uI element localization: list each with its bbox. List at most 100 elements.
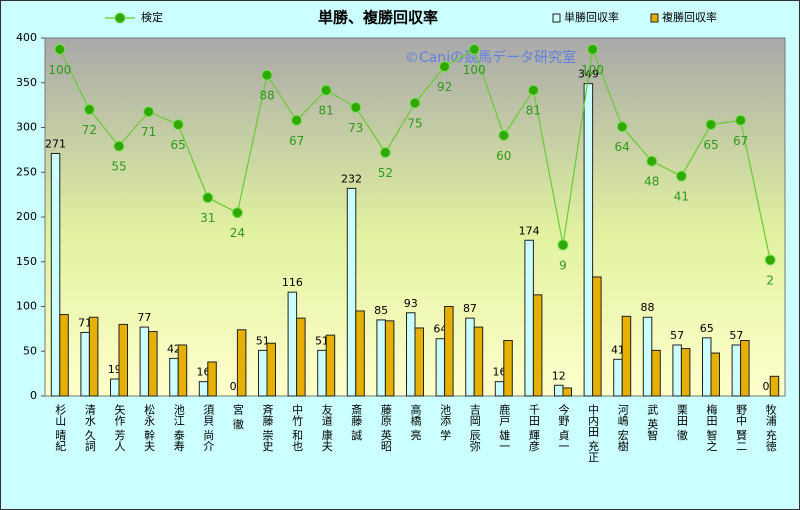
line-point (439, 61, 451, 73)
y-tick-label: 100 (16, 300, 37, 313)
bar (731, 344, 742, 397)
data-label: 93 (404, 297, 418, 310)
bar (414, 327, 424, 397)
x-tick-label: 藤原 英昭 (379, 404, 392, 452)
data-label: 65 (700, 322, 714, 335)
line-point (616, 121, 628, 133)
line-point (320, 84, 332, 96)
bar (384, 320, 395, 397)
line-point (498, 129, 510, 141)
line-label: 92 (437, 80, 452, 94)
line-point (202, 192, 214, 204)
x-tick-label: 斉藤 崇史 (261, 403, 274, 452)
data-label: 12 (552, 369, 566, 382)
data-label: 41 (611, 343, 625, 356)
bar (435, 338, 446, 397)
data-label: 16 (493, 366, 507, 379)
legend-swatch (552, 13, 561, 23)
x-tick-label: 鹿戸 雄一 (498, 403, 511, 452)
line-point (409, 97, 421, 109)
data-label: 77 (137, 311, 151, 324)
x-tick-label: 吉岡 辰弥 (468, 404, 481, 452)
data-label: 116 (282, 276, 303, 289)
bar (562, 387, 572, 397)
y-tick-label: 250 (16, 165, 37, 178)
x-tick-label: 松永 幹夫 (143, 403, 156, 452)
line-label: 64 (615, 140, 630, 154)
x-tick-label: 須貝 尚介 (202, 404, 215, 452)
line-point (527, 84, 539, 96)
data-label: 0 (762, 380, 769, 393)
y-tick-label: 350 (16, 76, 37, 89)
line-label: 55 (111, 160, 126, 174)
x-tick-label: 今野 貞一 (557, 403, 570, 452)
bar (494, 381, 505, 397)
bar (651, 349, 661, 397)
x-tick-label: 宮 徹 (231, 403, 244, 430)
line-point (735, 114, 747, 126)
line-point (113, 140, 125, 152)
line-point (379, 147, 391, 159)
bar (524, 239, 534, 397)
bar (592, 276, 602, 397)
data-label: 85 (374, 304, 388, 317)
x-tick-label: 河嶋 宏樹 (616, 404, 629, 452)
line-point (557, 239, 569, 251)
data-label: 51 (315, 334, 329, 347)
line-point (291, 114, 303, 126)
bar (642, 316, 653, 397)
bar (346, 187, 357, 397)
bar (207, 361, 217, 397)
x-tick-label: 千田 輝彦 (527, 404, 540, 452)
y-tick-label: 300 (16, 121, 37, 134)
x-tick-label: 梅田 智之 (705, 403, 718, 452)
bar (139, 326, 150, 397)
data-label: 57 (670, 329, 684, 342)
legend-swatch (650, 13, 659, 23)
line-point (231, 207, 243, 219)
x-tick-label: 中内田 充正 (587, 404, 600, 463)
legend-label: 検定 (141, 10, 163, 24)
x-tick-label: 矢作 芳人 (113, 403, 126, 452)
bar (325, 334, 336, 397)
line-label: 88 (259, 89, 274, 103)
x-tick-label: 杉山 晴紀 (54, 403, 67, 452)
line-label: 52 (378, 166, 393, 180)
bar (554, 384, 564, 397)
bar (59, 314, 69, 397)
line-label: 81 (319, 104, 334, 118)
bar (680, 348, 691, 397)
bar (110, 378, 120, 397)
y-tick-label: 0 (30, 389, 37, 402)
x-tick-label: 栗田 徹 (675, 404, 688, 441)
bar (532, 294, 543, 397)
x-tick-label: 野中 賢二 (735, 404, 748, 452)
legend-label: 複勝回収率 (662, 10, 717, 24)
bar (50, 152, 61, 397)
bar (266, 342, 276, 397)
line-point (646, 155, 658, 167)
legend-marker (114, 12, 126, 24)
bar (465, 317, 475, 397)
line-label: 48 (644, 175, 659, 189)
line-label: 65 (703, 138, 718, 152)
bar (473, 326, 484, 397)
x-tick-label: 斎藤 誠 (350, 403, 363, 441)
data-label: 64 (433, 323, 447, 336)
line-point (705, 119, 717, 131)
data-label: 16 (197, 366, 211, 379)
line-label: 60 (496, 149, 511, 163)
data-label: 57 (729, 329, 743, 342)
line-label: 24 (230, 226, 245, 240)
data-label: 51 (256, 334, 270, 347)
data-label: 0 (230, 380, 237, 393)
line-label: 100 (48, 63, 71, 77)
line-label: 72 (82, 123, 97, 137)
bar (287, 291, 298, 397)
bar (613, 358, 623, 397)
bar (236, 329, 247, 397)
data-label: 232 (341, 172, 362, 185)
x-tick-label: 清水 久詞 (83, 404, 96, 452)
y-tick-label: 200 (16, 210, 37, 223)
